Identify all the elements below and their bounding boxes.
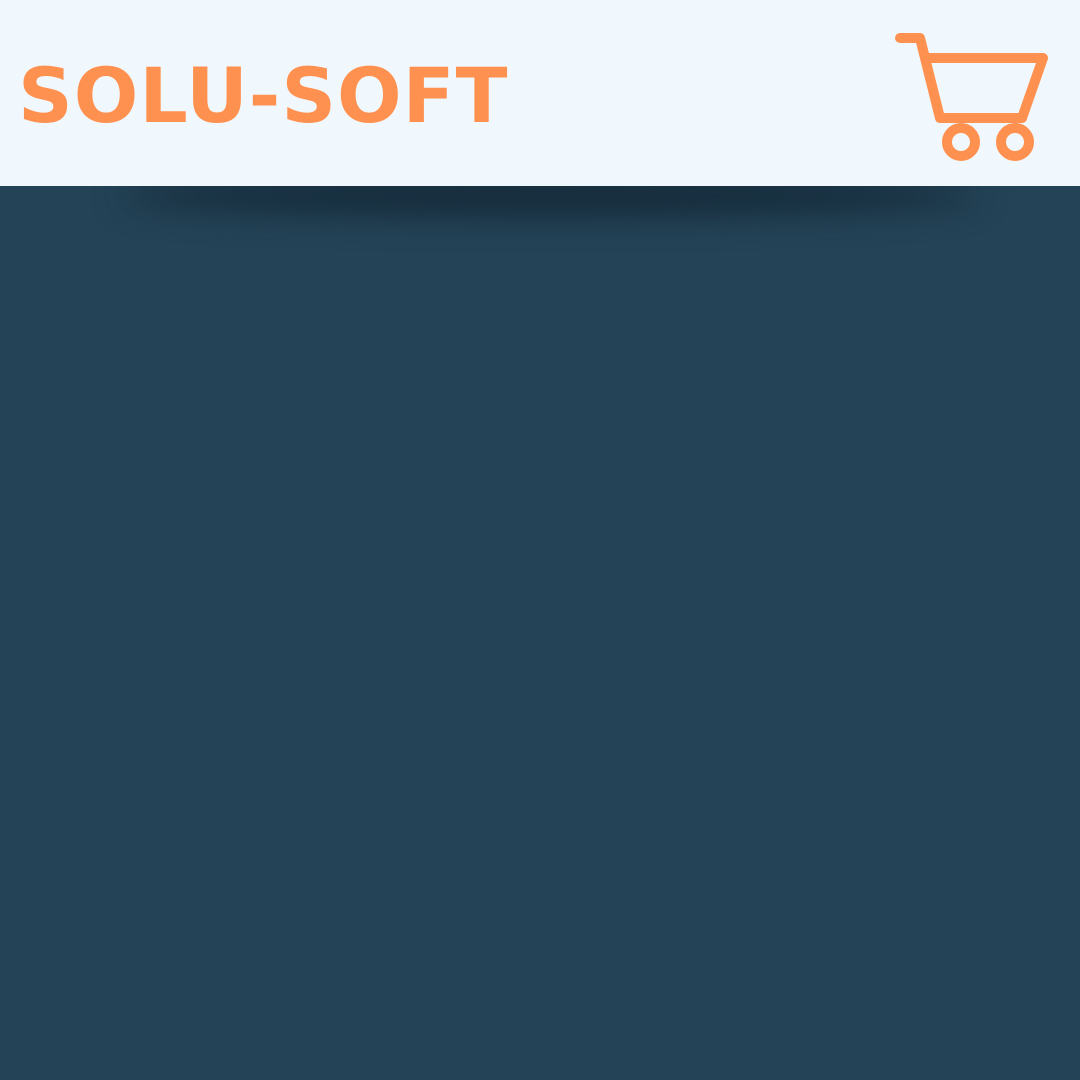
top-header: SOLU-SOFT (0, 0, 1080, 186)
shopping-cart-icon (895, 33, 1048, 161)
brand-logo[interactable]: SOLU-SOFT (18, 51, 509, 140)
shopping-cart-button[interactable] (890, 30, 1056, 164)
main-content-area (0, 186, 1080, 1080)
